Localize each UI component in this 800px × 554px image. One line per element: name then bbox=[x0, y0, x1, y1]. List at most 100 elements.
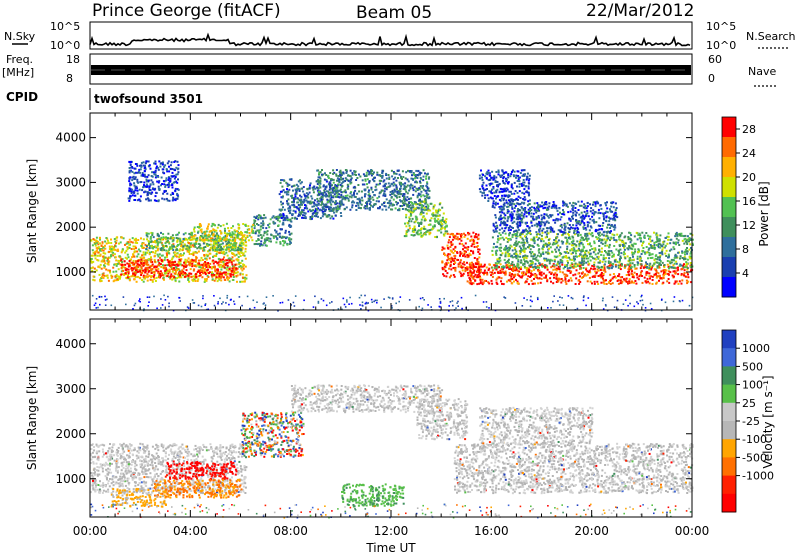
power-cell bbox=[129, 261, 132, 264]
power-cell bbox=[275, 241, 278, 244]
power-cell bbox=[248, 234, 251, 237]
power-cell bbox=[534, 262, 537, 265]
power-cell bbox=[526, 241, 529, 244]
power-cell bbox=[406, 230, 409, 233]
power-cell bbox=[644, 280, 647, 283]
power-cell bbox=[472, 264, 475, 267]
power-cell bbox=[333, 193, 336, 196]
power-cell bbox=[159, 256, 161, 259]
power-cell bbox=[555, 273, 558, 276]
power-cell bbox=[279, 242, 282, 245]
power-cell bbox=[346, 194, 349, 197]
power-cell bbox=[364, 193, 366, 196]
power-cell bbox=[308, 208, 311, 211]
power-cell bbox=[466, 268, 469, 271]
power-cell bbox=[580, 276, 583, 279]
power-cell bbox=[291, 204, 294, 207]
power-cell bbox=[490, 274, 493, 277]
power-cell bbox=[335, 187, 338, 190]
power-cell bbox=[130, 267, 133, 269]
power-cell bbox=[208, 272, 210, 275]
power-cell bbox=[434, 214, 437, 217]
power-cell bbox=[325, 204, 328, 207]
power-cell bbox=[433, 204, 436, 207]
power-cell bbox=[406, 205, 409, 208]
power-cell bbox=[303, 211, 306, 214]
power-cell bbox=[326, 215, 329, 218]
power-cell bbox=[567, 252, 570, 254]
power-cell bbox=[177, 244, 180, 246]
power-cell bbox=[317, 178, 320, 181]
power-cell bbox=[649, 275, 652, 278]
power-cell bbox=[290, 220, 293, 223]
power-cell bbox=[685, 264, 687, 267]
power-cell bbox=[416, 194, 419, 197]
power-cell bbox=[507, 238, 510, 240]
nave-tick-bottom: 0 bbox=[708, 72, 715, 85]
power-cell bbox=[468, 271, 471, 274]
power-cell bbox=[439, 219, 442, 222]
power-cell bbox=[639, 256, 642, 259]
power-cell bbox=[627, 282, 629, 285]
power-cell bbox=[432, 214, 435, 217]
power-cell bbox=[628, 280, 631, 283]
power-cell bbox=[169, 246, 172, 249]
power-cell bbox=[168, 269, 171, 272]
power-cell bbox=[228, 244, 231, 247]
power-cell bbox=[309, 218, 312, 220]
power-cell bbox=[248, 228, 251, 231]
power-cell bbox=[587, 271, 590, 274]
power-cell bbox=[661, 245, 664, 248]
power-cell bbox=[193, 278, 196, 281]
power-cell bbox=[509, 268, 512, 270]
power-cell bbox=[591, 255, 593, 258]
power-cell bbox=[321, 200, 323, 203]
power-cell bbox=[332, 181, 335, 184]
power-cell bbox=[653, 259, 656, 261]
power-cell bbox=[175, 248, 178, 251]
power-cell bbox=[515, 244, 518, 247]
power-cell bbox=[115, 279, 118, 282]
power-cell bbox=[316, 194, 319, 197]
power-cell bbox=[567, 234, 570, 237]
power-cell bbox=[583, 238, 586, 241]
power-cell bbox=[328, 199, 331, 202]
power-cell bbox=[531, 251, 534, 253]
power-cell bbox=[668, 281, 671, 284]
power-cell bbox=[205, 237, 208, 240]
power-cell bbox=[228, 266, 231, 269]
power-cell bbox=[292, 200, 295, 203]
power-cell bbox=[132, 274, 135, 277]
power-cell bbox=[336, 177, 339, 180]
power-cell bbox=[335, 169, 338, 171]
power-cell bbox=[425, 192, 428, 195]
power-cell bbox=[661, 248, 664, 251]
power-cell bbox=[488, 267, 491, 270]
power-cell bbox=[683, 274, 686, 277]
power-cell bbox=[136, 266, 139, 269]
power-cell bbox=[301, 216, 304, 219]
power-cell bbox=[624, 235, 627, 238]
power-cell bbox=[675, 260, 678, 263]
power-cell bbox=[532, 266, 534, 269]
power-cell bbox=[199, 229, 202, 232]
power-cell bbox=[464, 234, 467, 237]
power-cell bbox=[683, 256, 686, 258]
power-cell bbox=[472, 231, 475, 234]
power-cell bbox=[242, 254, 245, 257]
power-cell bbox=[394, 190, 397, 193]
power-cell bbox=[262, 222, 265, 225]
power-cell bbox=[422, 188, 425, 191]
power-cell bbox=[165, 252, 168, 255]
power-cell bbox=[667, 278, 670, 280]
power-cell bbox=[410, 214, 413, 217]
power-cell bbox=[536, 238, 539, 241]
power-cell bbox=[140, 237, 142, 240]
power-cell bbox=[317, 215, 319, 218]
power-cell bbox=[206, 243, 209, 246]
power-cell bbox=[375, 200, 378, 203]
power-cell bbox=[559, 246, 562, 249]
power-cell bbox=[413, 225, 416, 228]
power-cell bbox=[543, 276, 546, 279]
power-cell bbox=[477, 248, 480, 251]
